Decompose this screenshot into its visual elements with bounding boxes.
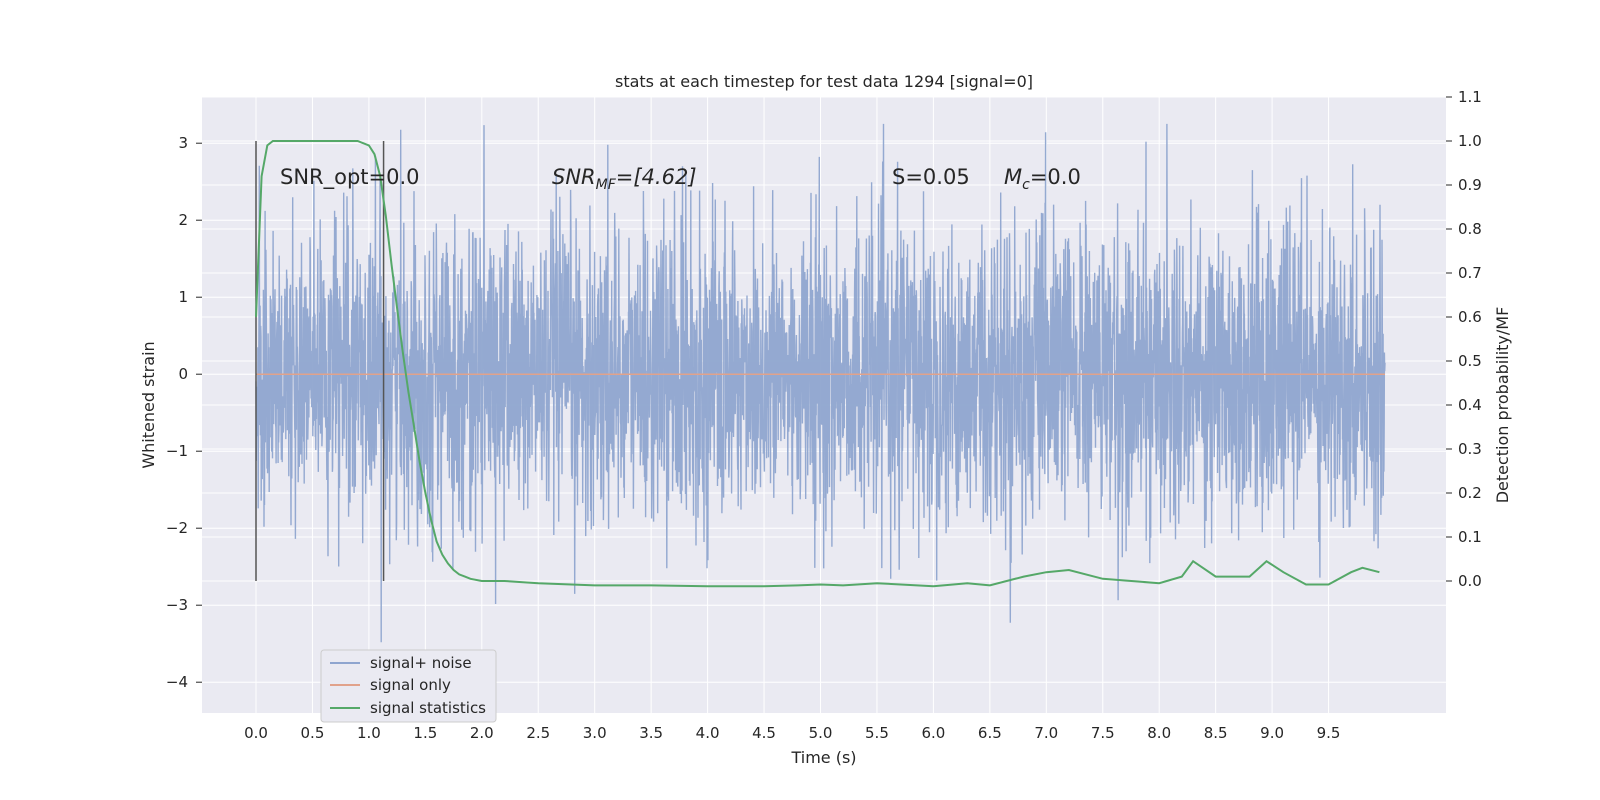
x-tick-label: 6.0	[921, 724, 945, 742]
legend-label-signal-noise: signal+ noise	[370, 654, 472, 672]
x-tick-label: 7.0	[1034, 724, 1058, 742]
annotation-snr-opt: SNR_opt=0.0	[280, 165, 420, 190]
x-tick-label: 9.5	[1317, 724, 1341, 742]
y2-tick-label: 0.0	[1458, 572, 1482, 590]
y-tick-label: 0	[178, 365, 188, 383]
y-tick-label: −4	[166, 673, 188, 691]
annotation-mc-sub: c	[1022, 177, 1030, 193]
signal-noise-series	[255, 123, 1386, 643]
y2-tick-label: 1.1	[1458, 88, 1482, 106]
legend-label-signal-only: signal only	[370, 676, 451, 694]
y2-tick-label: 0.7	[1458, 264, 1482, 282]
signal-statistics-line	[255, 140, 1380, 588]
x-tick-label: 4.5	[752, 724, 776, 742]
y2-tick-label: 0.5	[1458, 352, 1482, 370]
tick-labels: 0.0 0.5 1.0 1.5 2.0 2.5 3.0 3.5 4.0 4.5 5.0 5.5 6.0 6…	[166, 88, 1482, 742]
y2-tick-label: 0.3	[1458, 440, 1482, 458]
x-tick-label: 6.5	[978, 724, 1002, 742]
x-tick-label: 8.0	[1147, 724, 1171, 742]
y2-tick-label: 0.4	[1458, 396, 1482, 414]
series-layer	[255, 140, 1385, 588]
x-tick-label: 8.5	[1204, 724, 1228, 742]
y-tick-label: 3	[178, 134, 188, 152]
annotation-s: S=0.05	[892, 165, 970, 189]
legend-box	[320, 649, 497, 723]
legend-label-signal-statistics: signal statistics	[370, 699, 486, 717]
annotation-snr-mf-sub: MF	[596, 177, 617, 193]
y2-axis-label: Detection probability/MF	[1493, 307, 1512, 504]
x-tick-label: 0.5	[301, 724, 325, 742]
x-tick-label: 3.5	[639, 724, 663, 742]
x-tick-label: 4.0	[696, 724, 720, 742]
annotation-mc: Mc=0.0	[1004, 165, 1081, 193]
x-tick-label: 0.0	[244, 724, 268, 742]
y2-tick-label: 0.6	[1458, 308, 1482, 326]
signal-noise-line	[255, 123, 1386, 643]
x-tick-label: 7.5	[1091, 724, 1115, 742]
y2-tick-label: 0.9	[1458, 176, 1482, 194]
x-tick-label: 5.5	[865, 724, 889, 742]
annotation-mc-base: M	[1004, 165, 1022, 189]
annotation-snr-mf-base: SNR	[552, 165, 596, 189]
annotation-snr-mf-rest: =[4.62]	[616, 165, 697, 189]
annotation-mc-rest: =0.0	[1030, 165, 1081, 189]
y2-tick-label: 0.2	[1458, 484, 1482, 502]
x-tick-label: 3.0	[583, 724, 607, 742]
y-tick-label: 2	[178, 211, 188, 229]
x-tick-label: 2.5	[526, 724, 550, 742]
x-tick-label: 1.0	[357, 724, 381, 742]
y-tick-label: 1	[178, 288, 188, 306]
y-axis-label: Whitened strain	[139, 341, 158, 468]
x-tick-label: 9.0	[1260, 724, 1284, 742]
y2-tick-label: 0.1	[1458, 528, 1482, 546]
x-tick-label: 2.0	[470, 724, 494, 742]
y-tick-label: −1	[166, 442, 188, 460]
x-axis-label: Time (s)	[790, 748, 856, 767]
y2-tick-label: 0.8	[1458, 220, 1482, 238]
y-tick-label: −2	[166, 519, 188, 537]
y-tick-label: −3	[166, 596, 188, 614]
y2-tick-label: 1.0	[1458, 132, 1482, 150]
annotation-snr-mf: SNRMF=[4.62]	[552, 165, 697, 193]
x-tick-label: 5.0	[809, 724, 833, 742]
legend: signal+ noise signal only signal statist…	[320, 649, 497, 723]
chart-title: stats at each timestep for test data 129…	[615, 72, 1033, 91]
x-tick-label: 1.5	[413, 724, 437, 742]
